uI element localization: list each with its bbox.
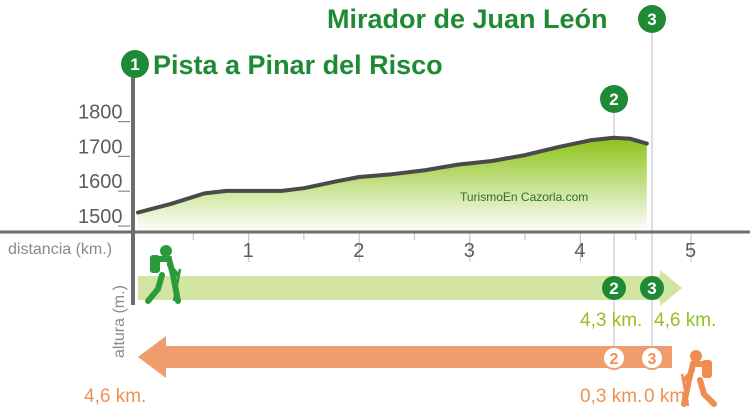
start-point-name: Pista a Pinar del Risco xyxy=(153,50,443,80)
start-badge xyxy=(121,50,149,78)
y-axis-ticks: 1800 1700 1600 1500 xyxy=(78,102,130,228)
outbound-marker-3-label: 3 xyxy=(647,279,656,298)
x-axis-ticks: 1 2 3 4 5 xyxy=(243,240,697,262)
x-tick-label: 2 xyxy=(353,240,364,262)
watermark: TurismoEn Cazorla.com xyxy=(460,190,588,204)
return-arrow xyxy=(138,336,672,378)
return-distance-2: 0,3 km. xyxy=(580,386,642,407)
outbound-marker-2 xyxy=(602,276,626,300)
x-tick-label: 4 xyxy=(574,240,585,262)
return-marker-3 xyxy=(640,346,664,370)
return-marker-3-label: 3 xyxy=(648,351,657,368)
mid-point-marker: 2 xyxy=(600,85,628,113)
outbound-marker-2-label: 2 xyxy=(609,279,618,298)
hiker-return-icon xyxy=(680,350,717,407)
return-distance-start: 4,6 km. xyxy=(84,386,146,407)
y-tick-label: 1600 xyxy=(78,171,123,193)
outbound-marker-3 xyxy=(640,276,664,300)
outbound-route: 2 3 4,3 km. 4,6 km. xyxy=(138,270,716,331)
start-badge-number: 1 xyxy=(130,55,139,74)
y-tick-label: 1800 xyxy=(78,102,123,124)
y-tick-label: 1500 xyxy=(78,206,123,228)
x-axis-label: distancia (km.) xyxy=(8,241,112,258)
return-route: 2 3 4,6 km. 0,3 km. 0 km. xyxy=(84,336,690,407)
y-tick-label: 1700 xyxy=(78,136,123,158)
x-tick-label: 5 xyxy=(685,240,696,262)
mid-badge xyxy=(600,85,628,113)
hiker-icon xyxy=(145,245,182,304)
x-tick-label: 1 xyxy=(243,240,254,262)
elevation-profile-line xyxy=(136,135,649,215)
return-distance-3: 0 km. xyxy=(644,386,690,407)
outbound-arrow xyxy=(138,270,682,306)
outbound-distance-2: 4,3 km. xyxy=(580,310,642,331)
mid-badge-number: 2 xyxy=(609,90,618,109)
end-point-title: Mirador de Juan León 3 xyxy=(327,4,666,34)
outbound-distance-3: 4,6 km. xyxy=(654,310,716,331)
elevation-area xyxy=(138,137,647,232)
end-badge xyxy=(638,5,666,33)
watermark-text: TurismoEn Cazorla.com xyxy=(460,190,588,204)
start-point-title: 1 Pista a Pinar del Risco xyxy=(121,50,443,80)
return-marker-2 xyxy=(602,346,626,370)
y-axis-label: altura (m.) xyxy=(111,285,128,358)
x-tick-label: 3 xyxy=(464,240,475,262)
end-point-name: Mirador de Juan León xyxy=(327,4,608,34)
end-badge-number: 3 xyxy=(647,10,656,29)
return-marker-2-label: 2 xyxy=(610,351,619,368)
